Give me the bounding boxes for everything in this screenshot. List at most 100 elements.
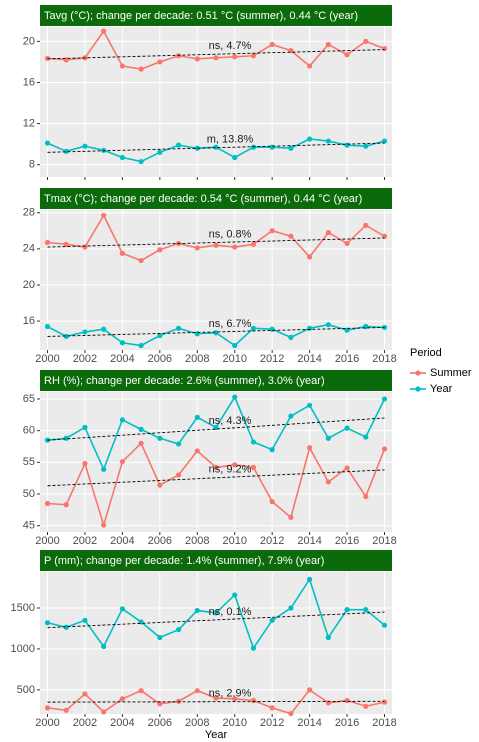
point [213, 242, 219, 248]
panel-title: Tavg (°C); change per decade: 0.51 °C (s… [44, 10, 358, 22]
trend-annotation: ns, 4.3% [209, 415, 252, 427]
point [138, 426, 144, 432]
panel-header [40, 370, 392, 391]
point [101, 643, 107, 650]
point [232, 394, 238, 400]
point [119, 250, 125, 256]
point [344, 697, 350, 704]
trend-annotation: ns, 9.2% [209, 464, 252, 476]
x-tick-label: 2006 [148, 535, 172, 547]
x-tick-label: 2004 [110, 535, 134, 547]
point [63, 502, 69, 508]
point [325, 322, 331, 328]
y-tick-label: 55 [23, 456, 35, 468]
point [44, 705, 51, 711]
point [138, 257, 144, 264]
y-tick-label: 16 [23, 315, 35, 327]
point [157, 149, 163, 155]
x-tick-label: 2016 [335, 535, 359, 547]
point [157, 634, 163, 641]
point [44, 239, 51, 246]
point [175, 698, 182, 704]
legend-swatch-point [415, 370, 421, 376]
trend-annotation: ns, 6.7% [209, 318, 252, 330]
y-tick-label: 45 [23, 520, 35, 532]
point [250, 241, 257, 247]
point [82, 691, 88, 697]
x-tick-label: 2004 [110, 353, 134, 365]
point [175, 472, 182, 478]
point [344, 142, 350, 148]
point [213, 610, 219, 616]
trend-line [47, 611, 385, 629]
panel-title: P (mm); change per decade: 1.4% (summer)… [44, 555, 324, 567]
point [325, 229, 331, 236]
point [344, 425, 350, 431]
point [344, 465, 350, 471]
panel-title: Tmax (°C); change per decade: 0.54 °C (s… [44, 193, 362, 205]
point [194, 56, 200, 62]
point [101, 212, 107, 219]
point [63, 333, 69, 340]
y-tick-label: 8 [29, 159, 35, 171]
x-tick-label: 2002 [73, 535, 97, 547]
point [63, 241, 69, 247]
y-tick-label: 500 [17, 684, 35, 696]
point [213, 464, 219, 470]
panel-header [40, 550, 392, 571]
point [344, 52, 350, 58]
point [82, 143, 88, 149]
point [363, 434, 369, 440]
point [307, 576, 313, 582]
point [381, 233, 388, 239]
point [119, 154, 125, 161]
point [119, 459, 125, 465]
x-tick-label: 2014 [297, 717, 321, 729]
point [138, 342, 144, 349]
point [363, 222, 369, 228]
point [213, 144, 219, 150]
legend-title: Period [410, 347, 442, 359]
point [63, 148, 69, 154]
point [381, 699, 388, 705]
trend-annotation: ns, 2.9% [209, 688, 252, 700]
x-tick-label: 2006 [148, 717, 172, 729]
x-tick-label: 2006 [148, 353, 172, 365]
point [101, 522, 107, 528]
point [101, 709, 107, 715]
point [288, 413, 294, 419]
point [213, 55, 219, 61]
legend-label: Year [430, 383, 453, 395]
point [381, 138, 388, 144]
point [63, 435, 69, 441]
point [82, 329, 88, 335]
point [138, 688, 144, 694]
point [194, 688, 200, 694]
point [157, 332, 163, 339]
x-tick-label: 2014 [297, 535, 321, 547]
point [307, 254, 313, 260]
x-tick-label: 2008 [185, 717, 209, 729]
point [157, 482, 163, 488]
point [232, 696, 238, 702]
y-tick-label: 65 [23, 393, 35, 405]
panel-header [40, 188, 392, 209]
x-tick-label: 2010 [222, 353, 246, 365]
point [101, 28, 107, 34]
point [250, 53, 257, 59]
point [232, 154, 238, 161]
point [307, 63, 313, 69]
point [269, 228, 275, 234]
point [344, 240, 350, 247]
x-tick-label: 2018 [372, 717, 396, 729]
point [288, 145, 294, 151]
trend-annotation: ns, 0.1% [209, 606, 252, 618]
trend-line [47, 417, 385, 441]
trend-line [47, 49, 385, 60]
point [363, 703, 369, 709]
x-tick-label: 2000 [35, 717, 59, 729]
point [250, 464, 257, 470]
point [119, 606, 125, 612]
point [307, 136, 313, 142]
